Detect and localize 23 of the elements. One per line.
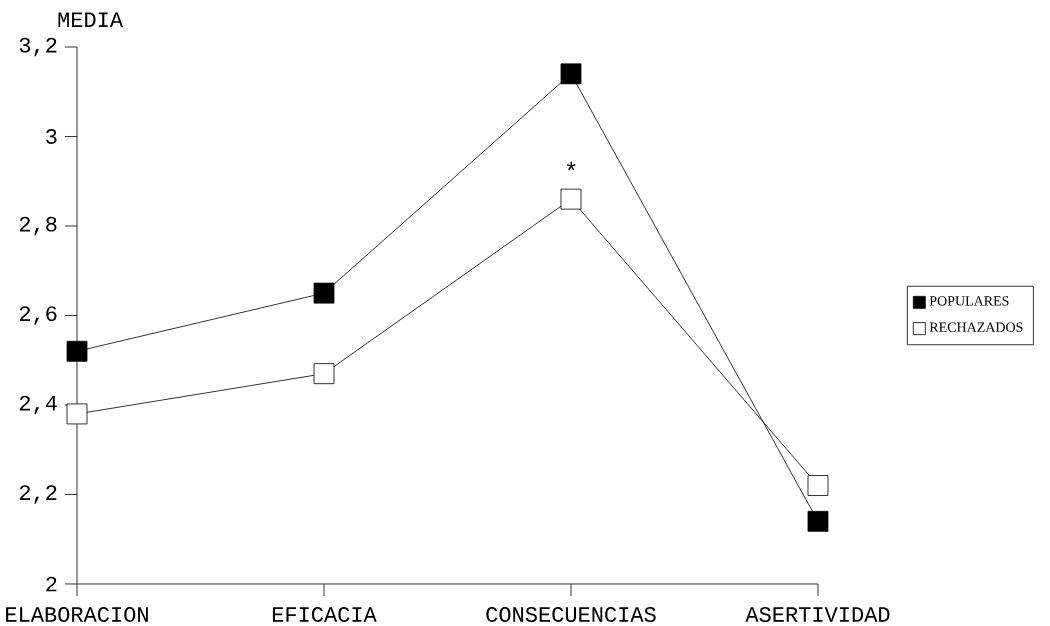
y-tick-label: 2,2 (19, 485, 57, 504)
legend-label: RECHAZADOS (929, 322, 1023, 332)
annotation: * (566, 161, 576, 171)
y-axis-title: MEDIA (58, 12, 124, 27)
point (66, 340, 88, 362)
x-tick-label: CONSECUENCIAS (486, 607, 656, 622)
point (807, 510, 829, 532)
point (807, 475, 829, 496)
point (313, 282, 335, 304)
y-tick-label: 2 (46, 576, 57, 592)
x-tick-label: EFICACIA (272, 607, 377, 622)
point (560, 63, 582, 85)
y-tick-label: 3,2 (19, 37, 57, 57)
y-tick-label: 3 (46, 129, 57, 144)
y-tick-label: 2,8 (19, 216, 57, 236)
point (66, 403, 88, 425)
y-tick-label: 2,4 (19, 395, 57, 415)
legend-label: POPULARES (929, 296, 1009, 306)
x-tick-label: ASERTIVIDAD (745, 607, 890, 622)
x-tick-label: ELABORACION (6, 607, 148, 622)
point (560, 188, 582, 210)
point (313, 363, 335, 385)
y-tick-label: 2,6 (19, 306, 57, 325)
